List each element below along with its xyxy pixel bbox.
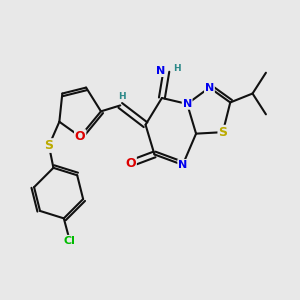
Text: N: N: [205, 82, 214, 93]
Text: O: O: [75, 130, 86, 143]
Text: N: N: [182, 99, 192, 109]
Text: N: N: [156, 66, 165, 76]
Text: S: S: [218, 126, 227, 139]
Text: N: N: [178, 160, 187, 170]
Text: S: S: [44, 139, 53, 152]
Text: H: H: [118, 92, 126, 101]
Text: H: H: [173, 64, 181, 73]
Text: Cl: Cl: [64, 236, 76, 246]
Text: O: O: [125, 157, 136, 170]
